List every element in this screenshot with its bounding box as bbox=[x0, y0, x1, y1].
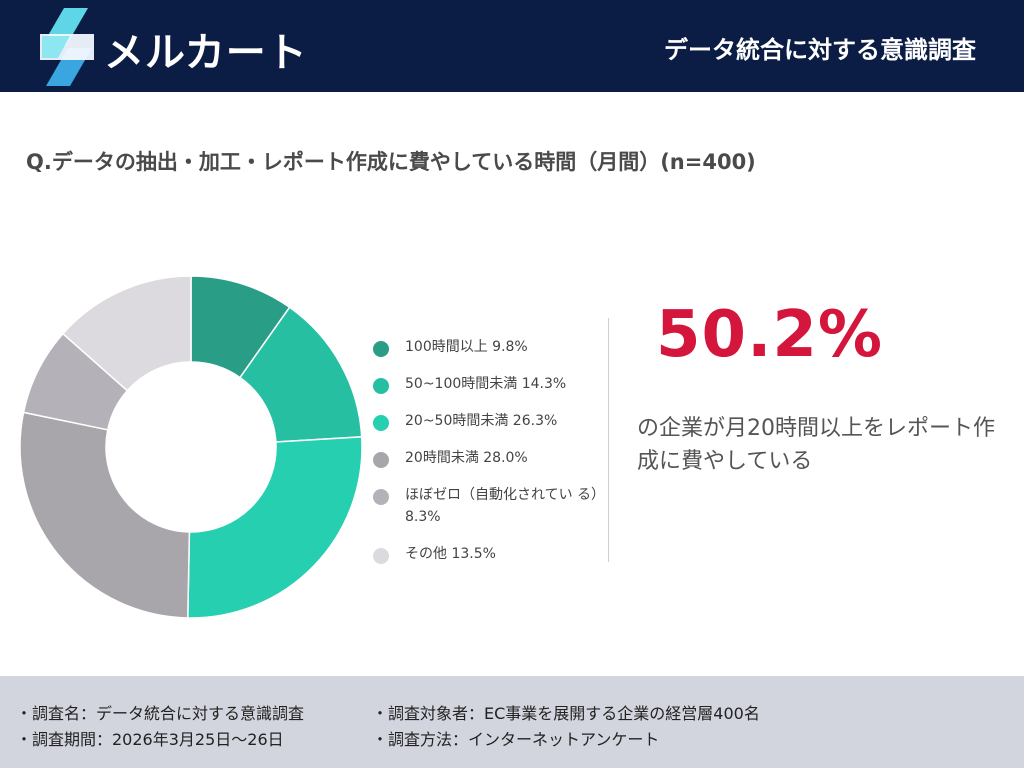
legend-label: 100時間以上 9.8% bbox=[405, 339, 528, 355]
legend-label: 20時間未満 28.0% bbox=[405, 450, 528, 466]
legend-label: ほぼゼロ（自動化されてい る）8.3% bbox=[405, 487, 606, 525]
legend-label: 50~100時間未満 14.3% bbox=[405, 376, 567, 392]
chart-legend: 100時間以上 9.8% 50~100時間未満 14.3% 20~50時間未満 26… bbox=[370, 336, 610, 580]
legend-label: その他 13.5% bbox=[405, 546, 496, 562]
legend-label: 20~50時間未満 26.3% bbox=[405, 413, 558, 429]
donut-slice bbox=[238, 306, 363, 443]
legend-swatch bbox=[373, 489, 389, 505]
brand-logo-icon bbox=[40, 8, 94, 86]
legend-item: その他 13.5% bbox=[370, 543, 610, 565]
donut-chart bbox=[19, 275, 363, 619]
header-bar: メルカート データ統合に対する意識調査 bbox=[0, 0, 1024, 92]
donut-slice bbox=[61, 275, 192, 392]
legend-swatch bbox=[373, 548, 389, 564]
footer-method: ・調査方法：インターネットアンケート bbox=[372, 730, 660, 749]
donut-slice bbox=[187, 436, 363, 619]
legend-swatch bbox=[373, 378, 389, 394]
page-title: データ統合に対する意識調査 bbox=[664, 36, 976, 64]
survey-question: Q.データの抽出・加工・レポート作成に費やしている時間（月間）(n=400) bbox=[26, 150, 756, 174]
legend-item: 50~100時間未満 14.3% bbox=[370, 373, 610, 395]
legend-item: 20時間未満 28.0% bbox=[370, 447, 610, 469]
highlight-text: の企業が月20時間以上をレポート作成に費やしている bbox=[637, 416, 995, 474]
donut-slice bbox=[19, 411, 191, 619]
footer-period: ・調査期間：2026年3月25日〜26日 bbox=[16, 730, 284, 749]
legend-item: 20~50時間未満 26.3% bbox=[370, 410, 610, 432]
footer: ・調査名：データ統合に対する意識調査 ・調査対象者：EC事業を展開する企業の経営… bbox=[0, 676, 1024, 768]
legend-swatch bbox=[373, 415, 389, 431]
legend-item: ほぼゼロ（自動化されてい る）8.3% bbox=[370, 484, 610, 528]
footer-survey-name: ・調査名：データ統合に対する意識調査 bbox=[16, 704, 305, 723]
legend-swatch bbox=[373, 341, 389, 357]
highlight-value: 50.2% bbox=[656, 298, 884, 372]
divider bbox=[608, 318, 609, 562]
legend-item: 100時間以上 9.8% bbox=[370, 336, 610, 358]
legend-swatch bbox=[373, 452, 389, 468]
brand-name: メルカート bbox=[104, 30, 308, 76]
footer-target: ・調査対象者：EC事業を展開する企業の経営層400名 bbox=[372, 704, 760, 723]
